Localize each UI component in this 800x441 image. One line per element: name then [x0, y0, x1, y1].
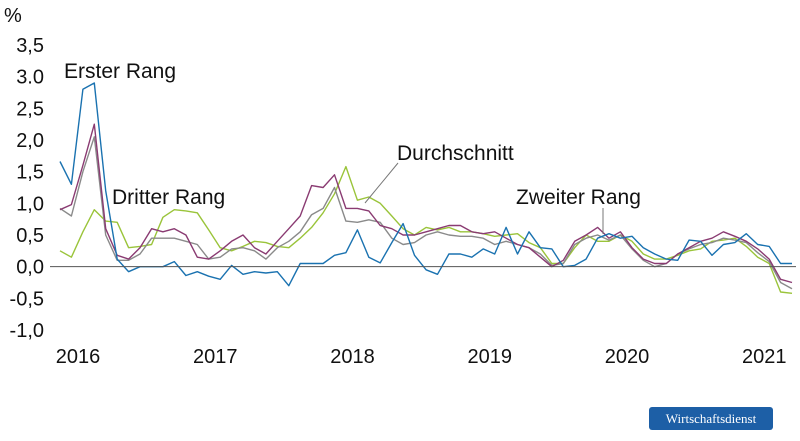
y-tick-label: 2,5 [16, 98, 44, 120]
annotation-dritter-rang: Dritter Rang [112, 186, 225, 209]
series-line-zweiter-rang [59, 123, 793, 284]
y-tick-label: -0,5 [10, 288, 44, 310]
x-tick-label: 2019 [468, 346, 513, 368]
annotation-zweiter-rang: Zweiter Rang [516, 186, 641, 209]
x-tick-label: 2016 [56, 346, 101, 368]
y-tick-label: 1,0 [16, 193, 44, 215]
y-tick-label: 3.0 [16, 67, 44, 89]
y-tick-label: 0,5 [16, 225, 44, 247]
y-tick-label: 3,5 [16, 35, 44, 57]
annotation-durchschnitt: Durchschnitt [397, 142, 514, 165]
series-line-dritter-rang [59, 165, 793, 294]
annotation-erster-rang: Erster Rang [64, 60, 176, 83]
series-line-erster-rang [59, 82, 792, 287]
y-tick-label: -1,0 [10, 320, 44, 342]
y-axis-ticks: 3,5 3.0 2,5 2,0 1,5 1,0 0,5 0,0 -0,5 -1,0 [10, 35, 44, 342]
x-axis-ticks: 2016 2017 2018 2019 2020 2021 [56, 346, 787, 368]
y-unit-label: % [4, 5, 22, 27]
publisher-badge: Wirtschaftsdienst [649, 407, 773, 430]
x-tick-label: 2017 [193, 346, 238, 368]
x-tick-label: 2020 [605, 346, 650, 368]
x-tick-label: 2018 [330, 346, 375, 368]
x-tick-label: 2021 [742, 346, 787, 368]
y-tick-label: 2,0 [16, 130, 44, 152]
y-tick-label: 0,0 [16, 257, 44, 279]
durchschnitt-leader-line [364, 162, 399, 204]
y-tick-label: 1,5 [16, 162, 44, 184]
series-lines [59, 82, 793, 294]
